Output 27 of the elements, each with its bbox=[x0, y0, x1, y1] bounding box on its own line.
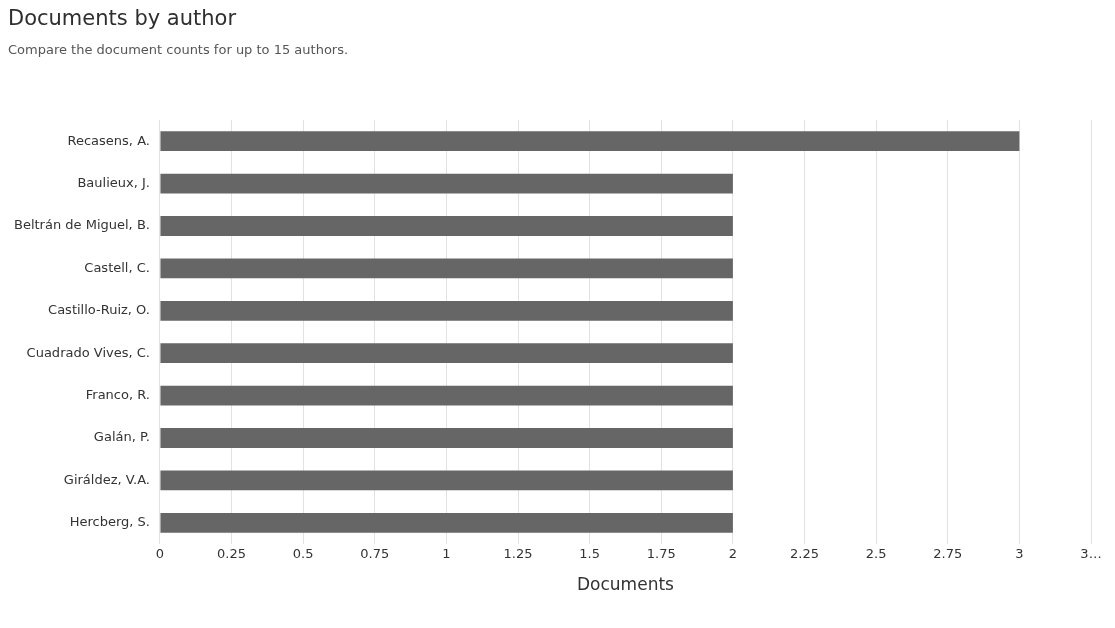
y-tick-label: Cuadrado Vives, C. bbox=[26, 344, 150, 360]
x-axis-title: Documents bbox=[577, 574, 675, 595]
x-tick-label: 1.25 bbox=[503, 546, 533, 562]
x-tick-label: 2.25 bbox=[790, 546, 819, 562]
x-tick-label: 1 bbox=[442, 546, 451, 562]
x-tick-label: 3 bbox=[1015, 546, 1024, 562]
x-tick-label: 2.5 bbox=[865, 546, 887, 562]
x-tick-label: 2 bbox=[728, 546, 738, 562]
x-tick-label: 1.75 bbox=[646, 546, 676, 562]
x-tick-label: 2.75 bbox=[933, 546, 963, 562]
x-tick-label: 0 bbox=[155, 546, 165, 562]
y-tick-label: Castell, C. bbox=[84, 259, 150, 275]
x-tick-label: 0.75 bbox=[360, 546, 390, 562]
x-tick-label: 0.25 bbox=[217, 546, 247, 562]
y-tick-label: Hercberg, S. bbox=[69, 514, 150, 530]
x-tick-label: 1.5 bbox=[579, 546, 600, 562]
y-tick-label: Castillo-Ruiz, O. bbox=[48, 302, 150, 318]
y-tick-label: Baulieux, J. bbox=[77, 174, 150, 190]
chart-title: Documents by author bbox=[8, 6, 237, 30]
y-tick-label: Galán, P. bbox=[93, 429, 150, 445]
y-tick-label: Giráldez, V.A. bbox=[63, 471, 150, 487]
x-tick-label: 0.5 bbox=[292, 546, 314, 562]
y-tick-label: Recasens, A. bbox=[67, 132, 150, 148]
chart-subtitle: Compare the document counts for up to 15 authors. bbox=[8, 42, 349, 57]
x-tick-label: 3… bbox=[1080, 546, 1102, 562]
y-tick-label: Franco, R. bbox=[85, 386, 150, 402]
y-tick-label: Beltrán de Miguel, B. bbox=[14, 217, 150, 233]
